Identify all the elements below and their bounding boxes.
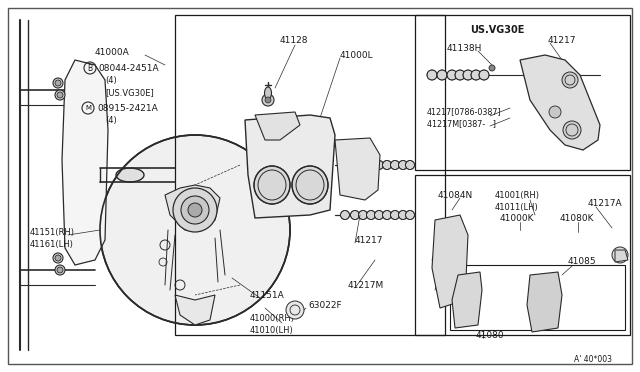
Text: 63022F: 63022F xyxy=(308,301,342,310)
Polygon shape xyxy=(527,272,562,332)
Bar xyxy=(450,265,625,330)
Polygon shape xyxy=(62,60,108,265)
Circle shape xyxy=(549,106,561,118)
Ellipse shape xyxy=(116,168,144,182)
Circle shape xyxy=(479,70,489,80)
Circle shape xyxy=(374,211,383,219)
Circle shape xyxy=(437,70,447,80)
Bar xyxy=(415,15,630,170)
Ellipse shape xyxy=(53,253,63,263)
Ellipse shape xyxy=(55,80,61,86)
Circle shape xyxy=(340,160,349,170)
Ellipse shape xyxy=(55,255,61,261)
Text: (4): (4) xyxy=(105,115,116,125)
Text: 41000K: 41000K xyxy=(500,214,534,222)
Circle shape xyxy=(374,160,383,170)
Polygon shape xyxy=(520,55,600,150)
Circle shape xyxy=(188,203,202,217)
Text: M: M xyxy=(85,105,91,111)
Circle shape xyxy=(447,70,457,80)
Text: 41217A: 41217A xyxy=(588,199,623,208)
Text: 41084M: 41084M xyxy=(438,295,474,305)
Ellipse shape xyxy=(292,166,328,204)
Circle shape xyxy=(406,160,415,170)
Circle shape xyxy=(383,160,392,170)
Text: 41217M[0387-   ]: 41217M[0387- ] xyxy=(427,119,496,128)
Circle shape xyxy=(612,247,628,263)
Circle shape xyxy=(383,211,392,219)
Text: 41080: 41080 xyxy=(476,330,504,340)
Circle shape xyxy=(455,70,465,80)
Circle shape xyxy=(390,211,399,219)
Text: 41085: 41085 xyxy=(568,257,596,266)
Text: 41217: 41217 xyxy=(355,235,383,244)
Text: 41138H: 41138H xyxy=(447,44,483,52)
Bar xyxy=(175,15,445,335)
Polygon shape xyxy=(335,138,380,200)
Ellipse shape xyxy=(55,265,65,275)
Circle shape xyxy=(562,72,578,88)
Text: 41000L: 41000L xyxy=(340,51,374,60)
Circle shape xyxy=(367,211,376,219)
Text: 41161(LH): 41161(LH) xyxy=(30,240,74,248)
Polygon shape xyxy=(432,215,468,308)
Circle shape xyxy=(262,94,274,106)
Circle shape xyxy=(399,160,408,170)
Text: B: B xyxy=(88,64,93,73)
Circle shape xyxy=(265,97,271,103)
Ellipse shape xyxy=(57,92,63,98)
Ellipse shape xyxy=(53,78,63,88)
Polygon shape xyxy=(165,185,220,230)
Ellipse shape xyxy=(57,267,63,273)
Circle shape xyxy=(489,65,495,71)
Polygon shape xyxy=(175,295,215,325)
Text: 41151(RH): 41151(RH) xyxy=(30,228,75,237)
Circle shape xyxy=(406,211,415,219)
Circle shape xyxy=(427,70,437,80)
Circle shape xyxy=(100,135,290,325)
Text: 41000(RH): 41000(RH) xyxy=(250,314,295,323)
Text: 41001(RH): 41001(RH) xyxy=(495,190,540,199)
Polygon shape xyxy=(245,115,335,218)
Circle shape xyxy=(471,70,481,80)
Ellipse shape xyxy=(55,90,65,100)
Circle shape xyxy=(351,211,360,219)
Text: 41121: 41121 xyxy=(330,141,358,150)
Text: 41151A: 41151A xyxy=(250,291,285,299)
Circle shape xyxy=(286,301,304,319)
Ellipse shape xyxy=(254,166,290,204)
Text: 41010(LH): 41010(LH) xyxy=(250,326,294,334)
Text: 41217M: 41217M xyxy=(348,280,384,289)
Text: 41011(LH): 41011(LH) xyxy=(495,202,539,212)
Text: 41084N: 41084N xyxy=(438,190,473,199)
Ellipse shape xyxy=(264,87,271,99)
Circle shape xyxy=(173,188,217,232)
Text: US.VG30E: US.VG30E xyxy=(470,25,524,35)
Circle shape xyxy=(351,160,360,170)
Text: 41217: 41217 xyxy=(548,35,577,45)
Bar xyxy=(415,175,630,335)
Text: 41000A: 41000A xyxy=(95,48,130,57)
Polygon shape xyxy=(255,112,300,140)
Text: 41128: 41128 xyxy=(280,35,308,45)
Circle shape xyxy=(463,70,473,80)
Text: A' 40*003: A' 40*003 xyxy=(574,356,612,365)
Text: 41217[0786-0387]: 41217[0786-0387] xyxy=(427,108,502,116)
Polygon shape xyxy=(452,272,482,328)
Polygon shape xyxy=(615,250,628,262)
Text: (4): (4) xyxy=(105,76,116,84)
Circle shape xyxy=(358,160,367,170)
Text: 41080K: 41080K xyxy=(560,214,595,222)
Text: [US.VG30E]: [US.VG30E] xyxy=(105,89,154,97)
Circle shape xyxy=(340,211,349,219)
Circle shape xyxy=(358,211,367,219)
Circle shape xyxy=(367,160,376,170)
Text: 08915-2421A: 08915-2421A xyxy=(97,103,157,112)
Circle shape xyxy=(390,160,399,170)
Circle shape xyxy=(563,121,581,139)
Circle shape xyxy=(399,211,408,219)
Text: 08044-2451A: 08044-2451A xyxy=(98,64,159,73)
Circle shape xyxy=(181,196,209,224)
